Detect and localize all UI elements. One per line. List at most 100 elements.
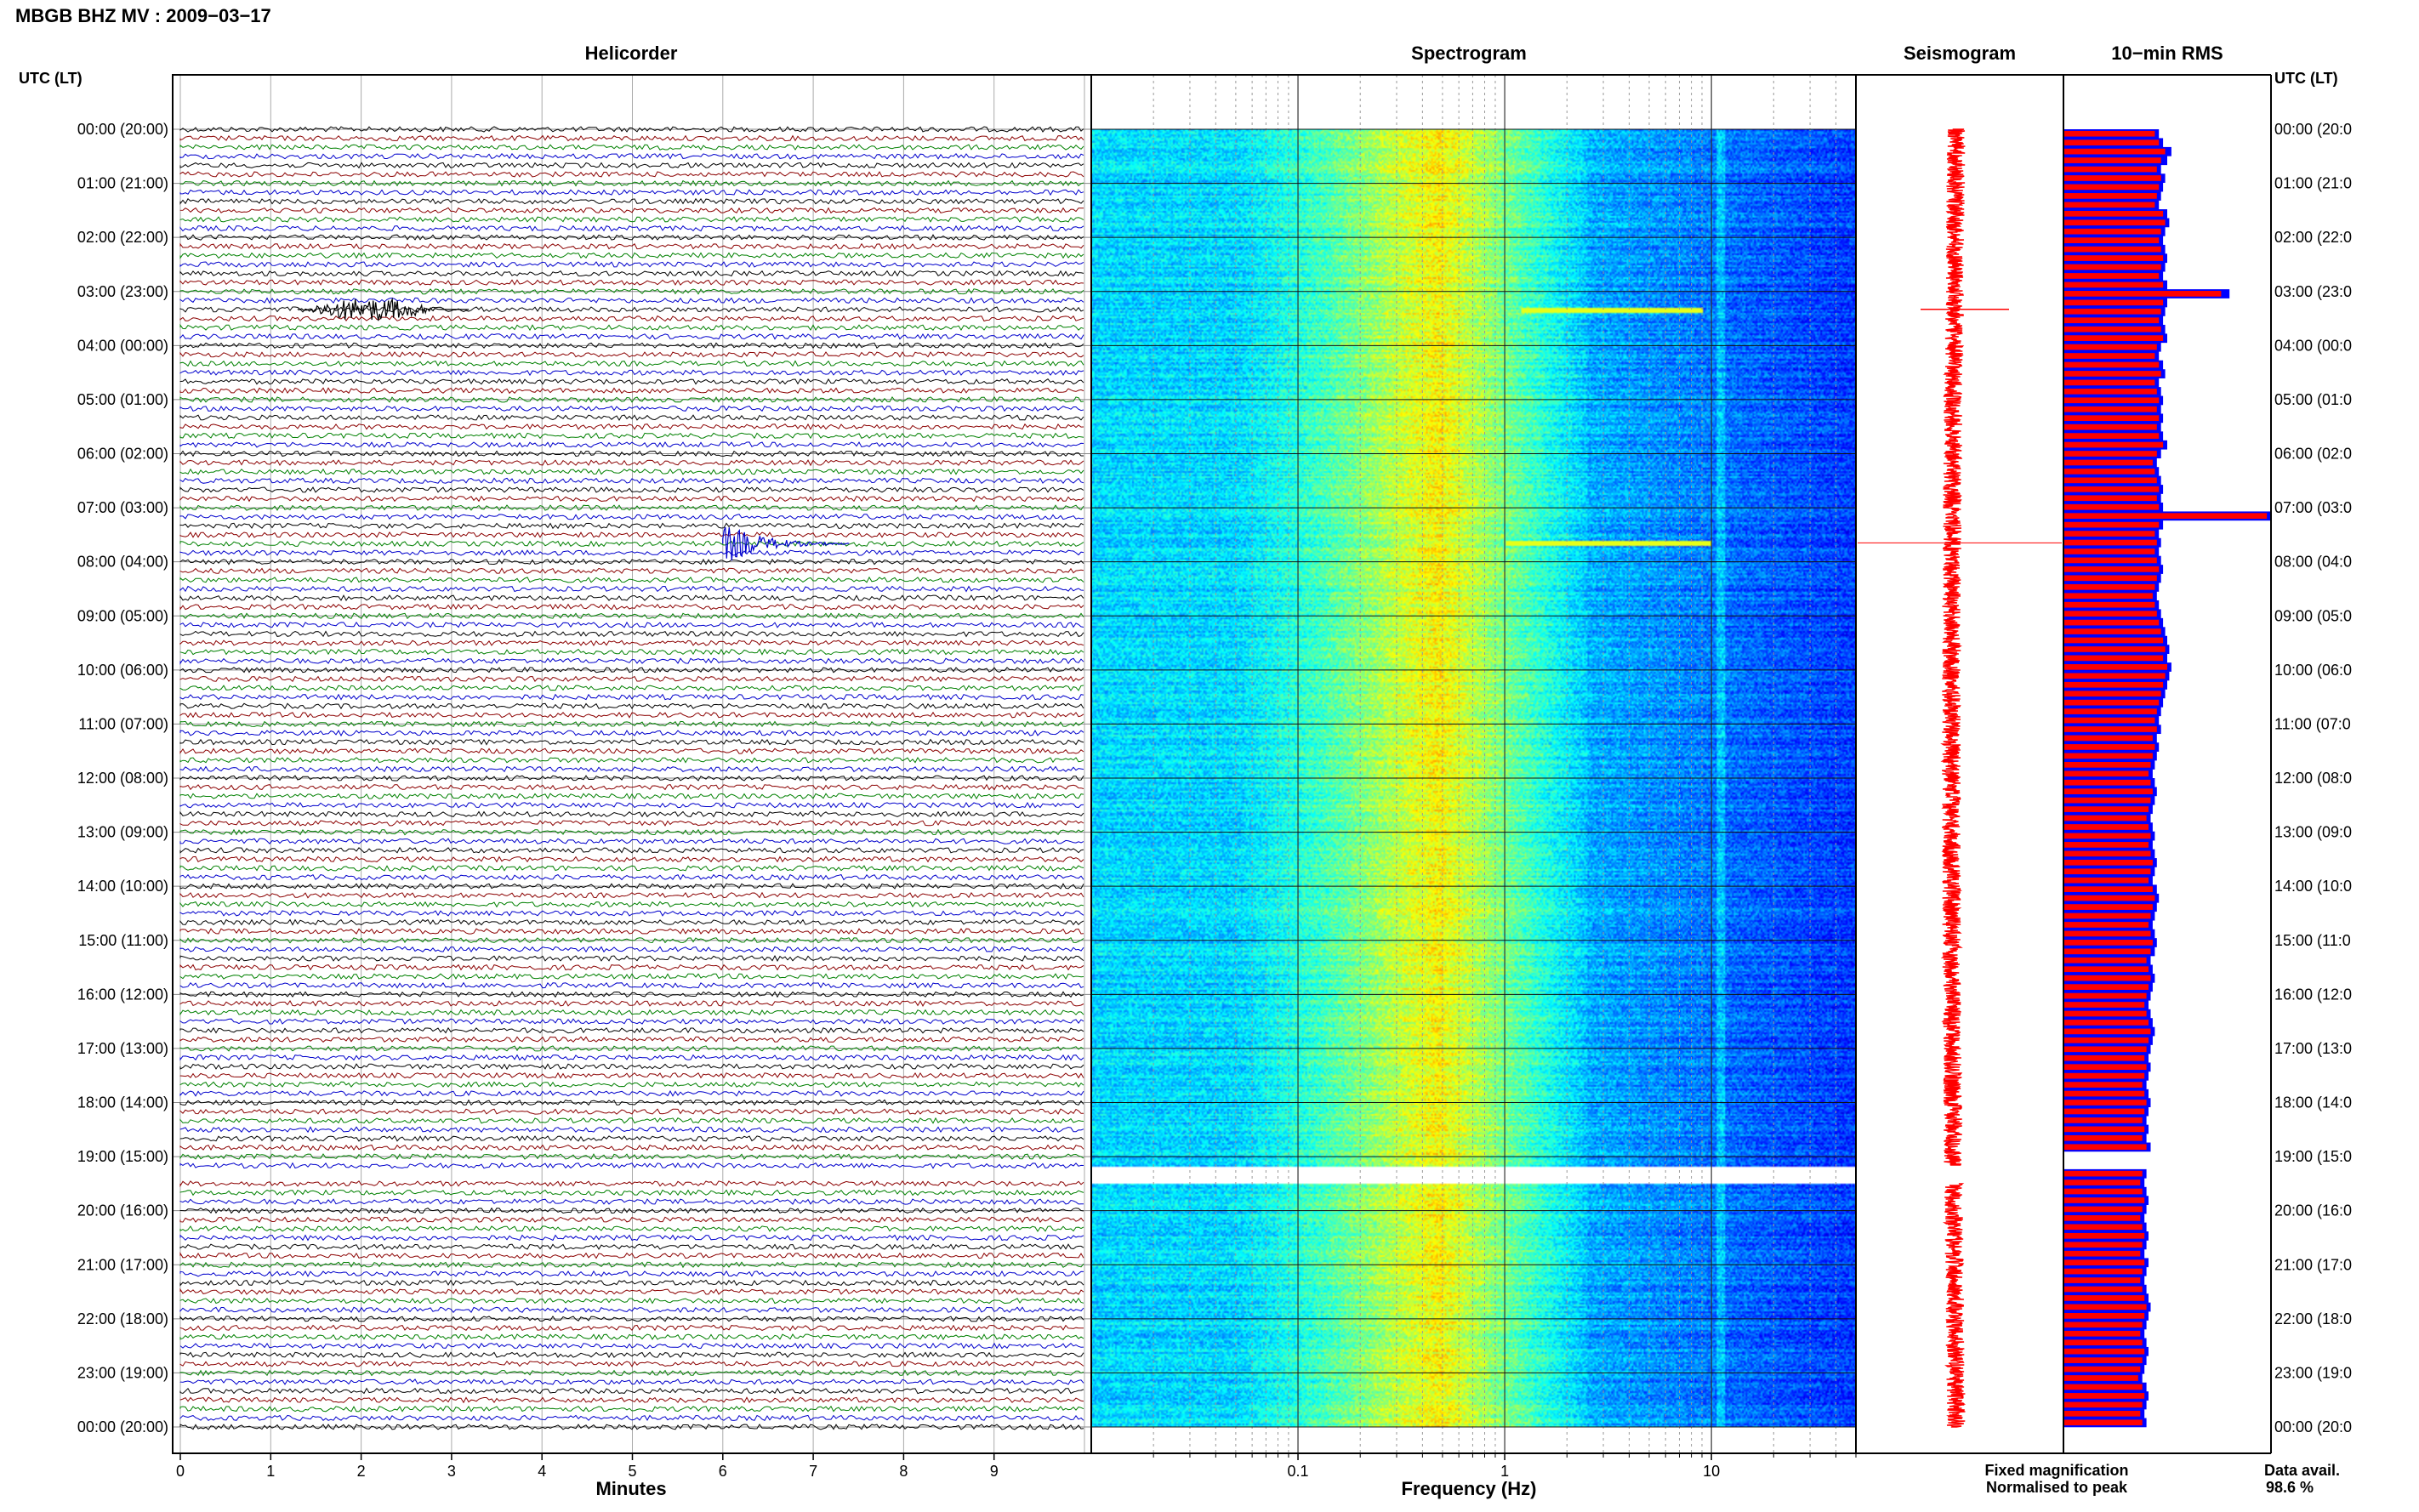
rms-bar-normalised — [2063, 184, 2160, 190]
rms-bar-normalised — [2063, 1313, 2145, 1319]
helicorder-trace — [179, 134, 1084, 142]
time-label-right: 00:00 (20:0 — [2274, 1418, 2352, 1435]
helicorder-trace — [179, 973, 1084, 981]
helicorder-trace — [179, 287, 1084, 295]
time-label-right: 09:00 (05:0 — [2274, 607, 2352, 624]
time-label-left: 05:00 (01:00) — [77, 391, 168, 408]
helicorder-trace — [179, 126, 1084, 133]
helicorder-trace — [179, 486, 1084, 493]
rms-bar-normalised — [2063, 806, 2149, 812]
helicorder-trace — [179, 991, 1084, 998]
data-avail-label: Data avail. — [2264, 1462, 2340, 1479]
rms-bar-normalised — [2063, 246, 2161, 253]
rms-bar-normalised — [2063, 255, 2164, 261]
helicorder-trace — [179, 315, 1084, 322]
rms-bar-normalised — [2063, 1028, 2151, 1035]
time-label-right: 06:00 (02:0 — [2274, 446, 2352, 463]
helicorder-trace — [179, 441, 1084, 448]
helicorder-trace — [179, 531, 1084, 538]
rms-bar-normalised — [2063, 1064, 2147, 1071]
helicorder-trace — [179, 1225, 1084, 1232]
time-label-right: 16:00 (12:0 — [2274, 986, 2352, 1003]
rms-bar-normalised — [2063, 1037, 2149, 1043]
helicorder-trace — [179, 252, 1084, 259]
helicorder-trace — [179, 270, 1084, 277]
rms-bar-normalised — [2063, 1134, 2143, 1141]
helicorder-trace — [179, 468, 1084, 475]
helicorder-trace — [179, 1234, 1084, 1242]
helicorder-trace — [179, 747, 1084, 754]
minute-tick-label: 4 — [538, 1463, 546, 1480]
helicorder-trace — [179, 730, 1084, 737]
rms-panel — [2063, 74, 2272, 1454]
helicorder-trace — [179, 838, 1084, 845]
rms-bar-normalised — [2063, 423, 2157, 430]
seismic-event-trace — [722, 526, 850, 561]
rms-bar-normalised — [2063, 664, 2167, 670]
rms-bar-normalised — [2063, 469, 2155, 475]
rms-bar-normalised — [2063, 850, 2151, 857]
rms-bar-normalised — [2063, 1090, 2145, 1097]
time-label-right: 03:00 (23:0 — [2274, 283, 2352, 300]
time-label-right: 14:00 (10:0 — [2274, 878, 2352, 895]
time-label-right: 07:00 (03:0 — [2274, 499, 2352, 516]
helicorder-trace — [179, 216, 1084, 223]
rms-bar-normalised — [2063, 1348, 2145, 1355]
helicorder-trace — [179, 1117, 1084, 1124]
rms-bar-normalised — [2063, 1366, 2141, 1373]
time-label-right: 23:00 (19:0 — [2274, 1364, 2352, 1381]
utc-lt-header-left: UTC (LT) — [19, 70, 83, 87]
rms-bar-normalised — [2063, 513, 2268, 520]
helicorder-trace — [179, 189, 1084, 196]
frequency-ticks: 0.1 1 10 — [1153, 1453, 1857, 1480]
helicorder-trace — [179, 1071, 1084, 1079]
helicorder-trace — [179, 306, 1084, 313]
time-label-right: 04:00 (00:0 — [2274, 337, 2352, 354]
minute-ticks: 0 1 2 3 4 5 6 7 8 9 — [176, 1453, 999, 1480]
time-label-left: 02:00 (22:00) — [77, 229, 168, 246]
rms-bar-normalised — [2063, 717, 2155, 724]
helicorder-trace — [179, 639, 1084, 647]
time-label-right: 21:00 (17:0 — [2274, 1256, 2352, 1273]
time-label-left: 18:00 (14:00) — [77, 1094, 168, 1111]
rms-bar-normalised — [2063, 1170, 2143, 1177]
time-label-right: 22:00 (18:0 — [2274, 1310, 2352, 1327]
helicorder-trace — [179, 1144, 1084, 1151]
rms-bar-normalised — [2063, 619, 2160, 626]
rms-bar-normalised — [2063, 486, 2160, 492]
time-label-left: 23:00 (19:00) — [77, 1364, 168, 1381]
rms-bar-normalised — [2063, 1144, 2147, 1151]
rms-bar-normalised — [2063, 1419, 2143, 1426]
rms-bar-normalised — [2063, 940, 2153, 946]
helicorder-trace — [179, 261, 1084, 268]
minute-tick-label: 3 — [447, 1463, 456, 1480]
helicorder-trace — [179, 197, 1084, 205]
seismic-event-trace — [297, 297, 470, 321]
rms-bar-normalised — [2063, 1197, 2145, 1203]
helicorder-trace — [179, 928, 1084, 935]
rms-bar-normalised — [2063, 593, 2153, 600]
time-label-left: 08:00 (04:00) — [77, 554, 168, 571]
rms-bar-normalised — [2063, 202, 2155, 208]
helicorder-trace — [179, 513, 1084, 520]
helicorder-trace — [179, 342, 1084, 350]
rms-bar-normalised — [2063, 1188, 2143, 1195]
frequency-tick-label: 1 — [1500, 1463, 1509, 1480]
helicorder-trace — [179, 1108, 1084, 1115]
helicorder-trace — [179, 1387, 1084, 1395]
rms-bar-normalised — [2063, 1250, 2141, 1257]
helicorder-trace — [179, 450, 1084, 458]
helicorder-trace — [179, 225, 1084, 232]
helicorder-trace — [179, 630, 1084, 638]
time-labels-left: 00:00 (20:00) 01:00 (21:00) 02:00 (22:00) 0… — [77, 121, 168, 1435]
helicorder-trace — [179, 405, 1084, 412]
helicorder-trace — [179, 828, 1084, 836]
time-label-right: 00:00 (20:0 — [2274, 121, 2352, 138]
time-label-right: 17:00 (13:0 — [2274, 1040, 2352, 1057]
helicorder-events — [297, 297, 850, 561]
rms-bar-normalised — [2063, 948, 2151, 955]
helicorder-trace — [179, 1396, 1084, 1404]
helicorder-trace — [179, 775, 1084, 782]
rms-bar-normalised — [2063, 451, 2157, 457]
helicorder-trace — [179, 1405, 1084, 1413]
